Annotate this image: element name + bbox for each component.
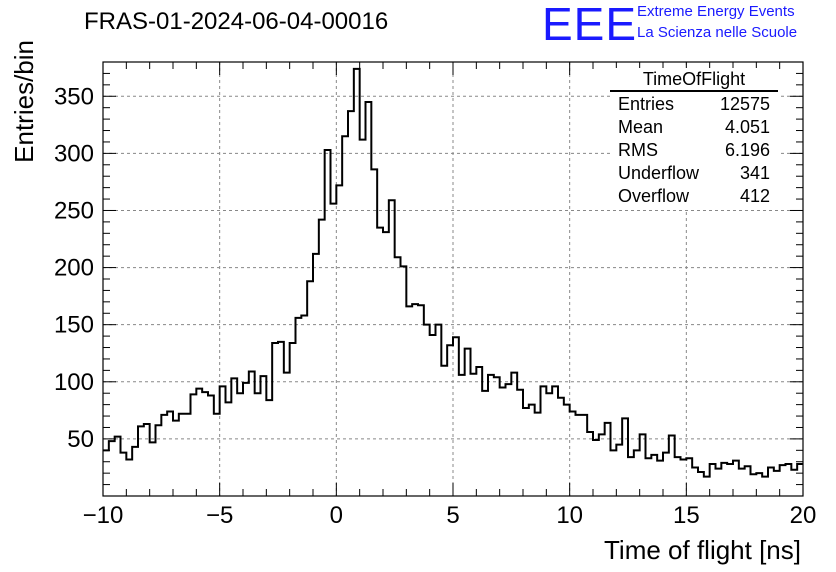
stats-title: TimeOfFlight: [643, 69, 745, 89]
x-tick-label: 20: [790, 502, 817, 529]
y-tick-label: 50: [67, 426, 94, 453]
y-tick-label: 100: [54, 369, 94, 396]
chart-title: FRAS-01-2024-06-04-00016: [84, 8, 389, 35]
stats-row-value: 6.196: [725, 140, 770, 160]
x-tick-label: 10: [556, 502, 583, 529]
x-tick-label: −10: [83, 502, 124, 529]
y-tick-label: 350: [54, 83, 94, 110]
stats-row-label: Entries: [618, 94, 674, 114]
stats-row-value: 341: [740, 163, 770, 183]
x-tick-label: 0: [330, 502, 343, 529]
histogram-line: [103, 67, 803, 478]
x-tick-label: 5: [446, 502, 459, 529]
y-tick-label: 250: [54, 197, 94, 224]
x-axis-label: Time of flight [ns]: [604, 535, 801, 565]
stats-row-value: 4.051: [725, 117, 770, 137]
logo-line-2: La Scienza nelle Scuole: [637, 24, 798, 41]
logo-line-1: Extreme Energy Events: [637, 3, 795, 20]
x-tick-label: −5: [206, 502, 233, 529]
stats-row-value: 12575: [720, 94, 770, 114]
y-tick-label: 300: [54, 140, 94, 167]
eee-logo: EEE: [542, 0, 638, 50]
stats-row-label: Underflow: [618, 163, 700, 183]
stats-row-label: Mean: [618, 117, 663, 137]
y-axis-label: Entries/bin: [9, 40, 39, 163]
y-tick-label: 150: [54, 312, 94, 339]
stats-row-value: 412: [740, 186, 770, 206]
x-tick-label: 15: [673, 502, 700, 529]
y-tick-label: 200: [54, 255, 94, 282]
stats-row-label: Overflow: [618, 186, 690, 206]
stats-row-label: RMS: [618, 140, 658, 160]
